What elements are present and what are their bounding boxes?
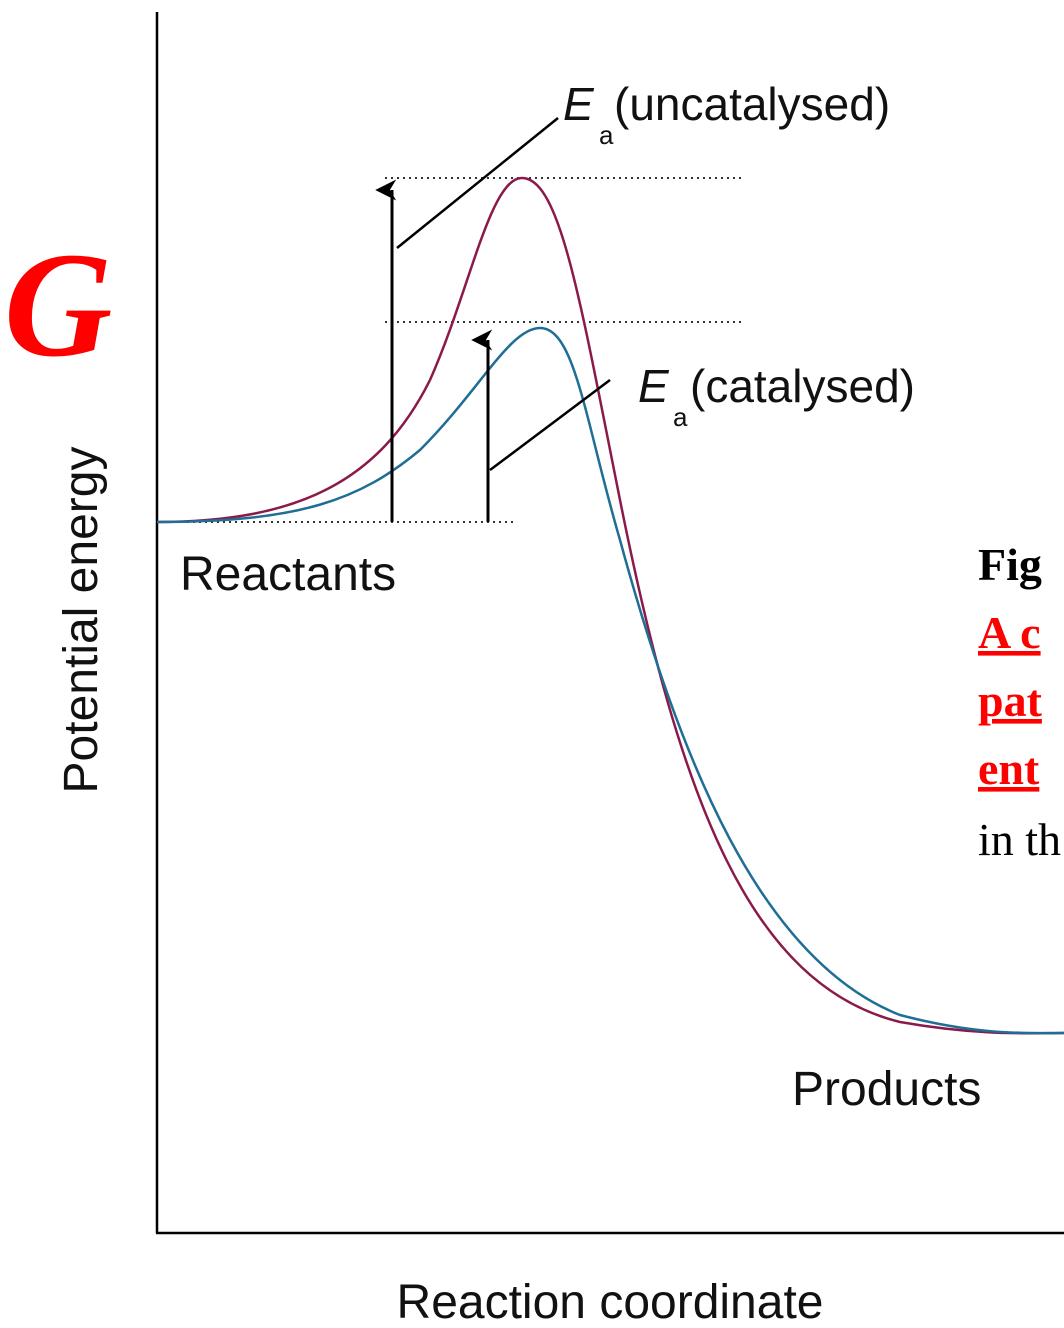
caption-line: in th (978, 814, 1061, 865)
ea-label: (catalysed) (690, 360, 915, 412)
uncatalysed-curve (156, 176, 1064, 1035)
g-symbol: G (4, 222, 112, 388)
x-axis-label: Reaction coordinate (397, 1276, 824, 1328)
caption-line: pat (978, 675, 1043, 726)
ea-symbol: E (638, 360, 670, 412)
y-axis-label: Potential energy (55, 447, 108, 794)
caption-line: Fig (978, 539, 1042, 590)
ea-symbol: E (563, 78, 595, 130)
ea-subscript: a (599, 120, 614, 150)
products-label: Products (792, 1063, 981, 1116)
leader-line (396, 117, 559, 249)
catalysed-curve (156, 326, 1064, 1035)
ea-subscript: a (673, 402, 688, 432)
leader-line (489, 379, 611, 471)
reactants-label: Reactants (180, 548, 396, 601)
caption-line: A c (978, 607, 1041, 658)
caption-line: ent (978, 743, 1040, 794)
ea-label: (uncatalysed) (614, 78, 890, 130)
